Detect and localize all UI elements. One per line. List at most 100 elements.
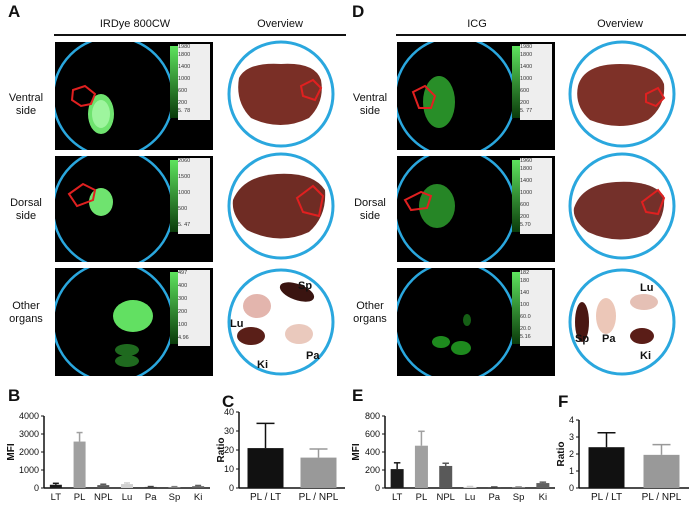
- y-tick-label: 600: [365, 429, 380, 439]
- organ-label-lu-d: Lu: [640, 282, 654, 294]
- row-label-other-d: Other organs: [353, 300, 387, 325]
- row-label-dorsal-d: Dorsal side: [354, 197, 386, 222]
- y-tick-label: 40: [224, 407, 234, 417]
- category-label: NPL: [436, 492, 454, 503]
- panel-label-a: A: [8, 2, 21, 21]
- header-rule-a: [54, 34, 346, 36]
- bar: [168, 487, 181, 488]
- colorbar-labels-dorsal-d: 1960 1800 1400 1000 600 200 5.70: [520, 158, 552, 234]
- category-label: PL: [416, 492, 428, 503]
- chart-f: 0 1 2 3 4 Ratio PL / LT PL / NPL: [556, 415, 689, 503]
- header-overview-d: Overview: [597, 18, 643, 30]
- bar: [73, 441, 86, 488]
- y-tick-label: 30: [224, 426, 234, 436]
- organ-label-ki-a: Ki: [257, 359, 268, 371]
- panel-label-e: E: [352, 386, 364, 405]
- organ-label-ki-d: Ki: [640, 350, 651, 362]
- category-label: Lu: [465, 492, 476, 503]
- overview-images-a: [227, 40, 335, 376]
- category-label: PL / LT: [250, 492, 281, 503]
- y-tick-label: 4: [569, 415, 574, 425]
- organ-label-pa-d: Pa: [602, 333, 616, 345]
- bar: [192, 486, 205, 488]
- category-label: Sp: [169, 492, 181, 503]
- category-label: PL: [74, 492, 86, 503]
- y-tick-label: 20: [224, 445, 234, 455]
- y-tick-label: 1000: [19, 465, 39, 475]
- chart-e: 0 200 400 600 800 MFI LT PL NPL Lu Pa Sp Ki: [351, 411, 555, 503]
- category-label: Lu: [122, 492, 133, 503]
- header-rule-d: [396, 34, 686, 36]
- y-tick-label: 0: [375, 483, 380, 493]
- y-axis-label: Ratio: [216, 438, 227, 463]
- header-overview-a: Overview: [257, 18, 303, 30]
- bar: [121, 484, 133, 488]
- y-tick-label: 0: [229, 483, 234, 493]
- category-label: Pa: [145, 492, 157, 503]
- colorbar-dorsal-a: [170, 160, 178, 232]
- y-tick-label: 10: [224, 464, 234, 474]
- y-tick-label: 0: [569, 483, 574, 493]
- panel-label-d: D: [352, 2, 365, 21]
- panel-label-b: B: [8, 386, 21, 405]
- colorbar-dorsal-d: [512, 160, 520, 232]
- organ-label-sp-d: Sp: [575, 333, 590, 345]
- y-tick-label: 2: [569, 449, 574, 459]
- chart-c: 0 10 20 30 40 Ratio PL / LT PL / NPL: [216, 407, 345, 503]
- header-irdye: IRDye 800CW: [99, 18, 171, 30]
- y-axis-label: Ratio: [556, 442, 567, 467]
- colorbar-labels-ventral-a: 1980 1800 1400 1000 600 200 5. 78: [178, 44, 210, 120]
- header-icg: ICG: [467, 18, 487, 30]
- y-axis-label: MFI: [6, 443, 17, 460]
- category-label: Ki: [539, 492, 547, 503]
- row-label-ventral-d: Ventral side: [352, 92, 388, 117]
- category-label: Ki: [194, 492, 202, 503]
- category-label: PL / LT: [591, 492, 622, 503]
- organ-label-pa-a: Pa: [306, 350, 320, 362]
- y-tick-label: 1: [569, 466, 574, 476]
- category-label: LT: [51, 492, 62, 503]
- y-tick-label: 2000: [19, 447, 39, 457]
- y-tick-label: 400: [365, 447, 380, 457]
- panel-label-f: F: [558, 392, 569, 411]
- colorbar-labels-dorsal-a: 2060 1500 1000 500 5. 47: [178, 158, 210, 234]
- bar: [414, 445, 428, 488]
- panel-label-c: C: [222, 392, 235, 411]
- y-tick-label: 3: [569, 432, 574, 442]
- colorbar-labels-organs-d: 182 180 140 100 60.0 20.0 5.16: [520, 270, 552, 346]
- bar: [49, 484, 62, 488]
- colorbar-ventral-d: [512, 46, 520, 118]
- y-tick-label: 200: [365, 465, 380, 475]
- y-tick-label: 800: [365, 411, 380, 421]
- bar: [247, 448, 284, 488]
- bar: [300, 457, 337, 488]
- organ-label-sp-a: Sp: [298, 280, 313, 292]
- row-label-dorsal-a: Dorsal side: [10, 197, 42, 222]
- overview-images-d: [568, 40, 676, 376]
- colorbar-labels-organs-a: 497 400 300 200 100 4.96: [178, 270, 210, 346]
- category-label: PL / NPL: [642, 492, 682, 503]
- colorbar-ventral-a: [170, 46, 178, 118]
- bar: [97, 485, 110, 488]
- colorbar-organs-d: [512, 272, 520, 344]
- bar: [390, 469, 404, 488]
- bar: [536, 483, 550, 488]
- bar: [588, 447, 625, 488]
- category-label: NPL: [94, 492, 112, 503]
- y-axis-label: MFI: [351, 443, 362, 460]
- bar: [643, 454, 680, 488]
- bar: [439, 465, 453, 488]
- y-tick-label: 4000: [19, 411, 39, 421]
- bar: [463, 486, 477, 488]
- bar: [144, 486, 157, 488]
- colorbar-labels-ventral-d: 1980 1800 1400 1000 600 200 5. 77: [520, 44, 552, 120]
- category-label: PL / NPL: [299, 492, 339, 503]
- category-label: Sp: [513, 492, 525, 503]
- row-label-other-a: Other organs: [9, 300, 43, 325]
- organ-label-lu-a: Lu: [230, 318, 244, 330]
- chart-b: 0 1000 2000 3000 4000 MFI LT PL NPL Lu Pa Sp Ki: [6, 411, 210, 503]
- category-label: Pa: [488, 492, 500, 503]
- row-label-ventral-a: Ventral side: [8, 92, 44, 117]
- category-label: LT: [392, 492, 403, 503]
- y-tick-label: 0: [34, 483, 39, 493]
